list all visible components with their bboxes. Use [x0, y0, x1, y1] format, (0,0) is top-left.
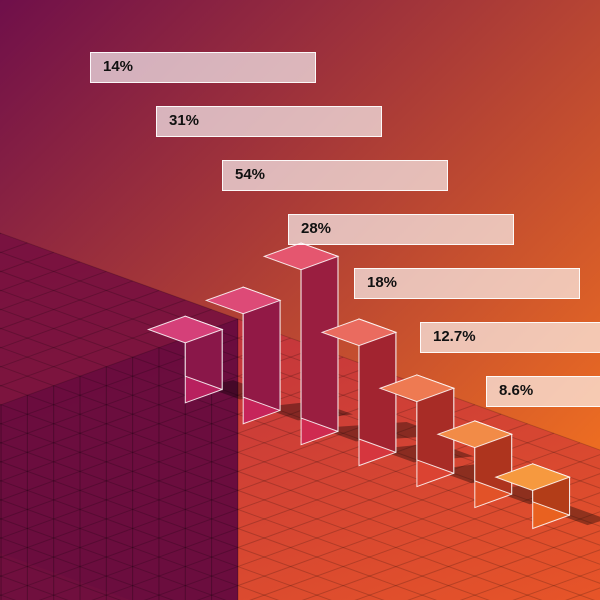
value-text: 18%: [367, 274, 397, 291]
value-text: 54%: [235, 166, 265, 183]
value-text: 14%: [103, 58, 133, 75]
value-label: 28%: [288, 214, 514, 245]
value-label: 8.6%: [486, 376, 600, 407]
value-label: 14%: [90, 52, 316, 83]
value-label: 12.7%: [420, 322, 600, 353]
value-label: 18%: [354, 268, 580, 299]
value-text: 28%: [301, 220, 331, 237]
value-label: 54%: [222, 160, 448, 191]
value-text: 31%: [169, 112, 199, 129]
isometric-bar-chart: 14% 31% 54% 28% 18% 12.7% 8.6%: [0, 0, 600, 600]
value-label: 31%: [156, 106, 382, 137]
value-text: 12.7%: [433, 328, 476, 345]
value-text: 8.6%: [499, 382, 533, 399]
chart-svg: [0, 0, 600, 600]
